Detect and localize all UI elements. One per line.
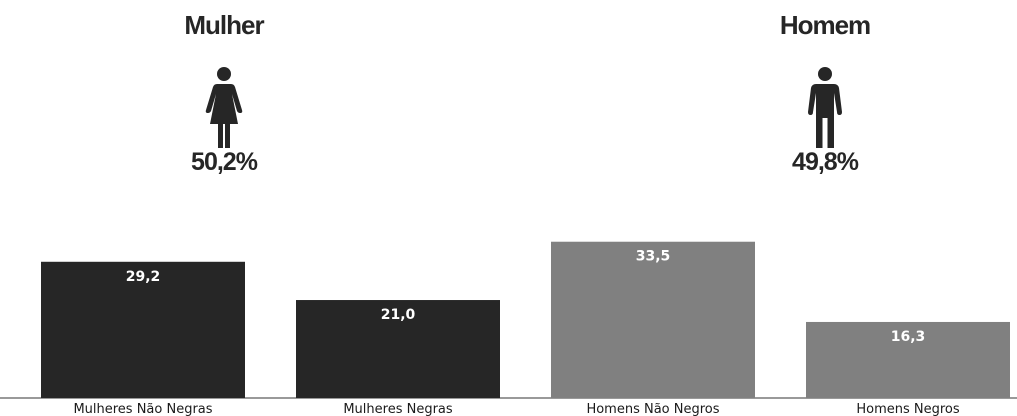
bar-value-label: 29,2 bbox=[126, 269, 161, 285]
x-tick-label: Mulheres Negras bbox=[343, 402, 453, 416]
x-tick-label: Homens Negros bbox=[856, 402, 960, 416]
man-icon bbox=[808, 67, 842, 148]
woman-icon bbox=[205, 67, 243, 148]
bar-value-label: 21,0 bbox=[381, 307, 416, 323]
bar-mulheres-nao-negras bbox=[41, 261, 245, 398]
bar-mulheres-negras bbox=[296, 300, 500, 398]
x-tick-label: Homens Não Negros bbox=[586, 402, 719, 416]
female-percent: 50,2% bbox=[191, 148, 258, 176]
male-title: Homem bbox=[779, 10, 871, 40]
male-percent: 49,8% bbox=[792, 148, 859, 176]
bar-homens-negros bbox=[806, 321, 1010, 398]
bar-value-label: 16,3 bbox=[891, 329, 926, 345]
bar-homens-nao-negros bbox=[551, 241, 755, 398]
x-tick-label: Mulheres Não Negras bbox=[73, 402, 212, 416]
female-title: Mulher bbox=[184, 10, 264, 40]
bar-value-label: 33,5 bbox=[636, 249, 671, 265]
